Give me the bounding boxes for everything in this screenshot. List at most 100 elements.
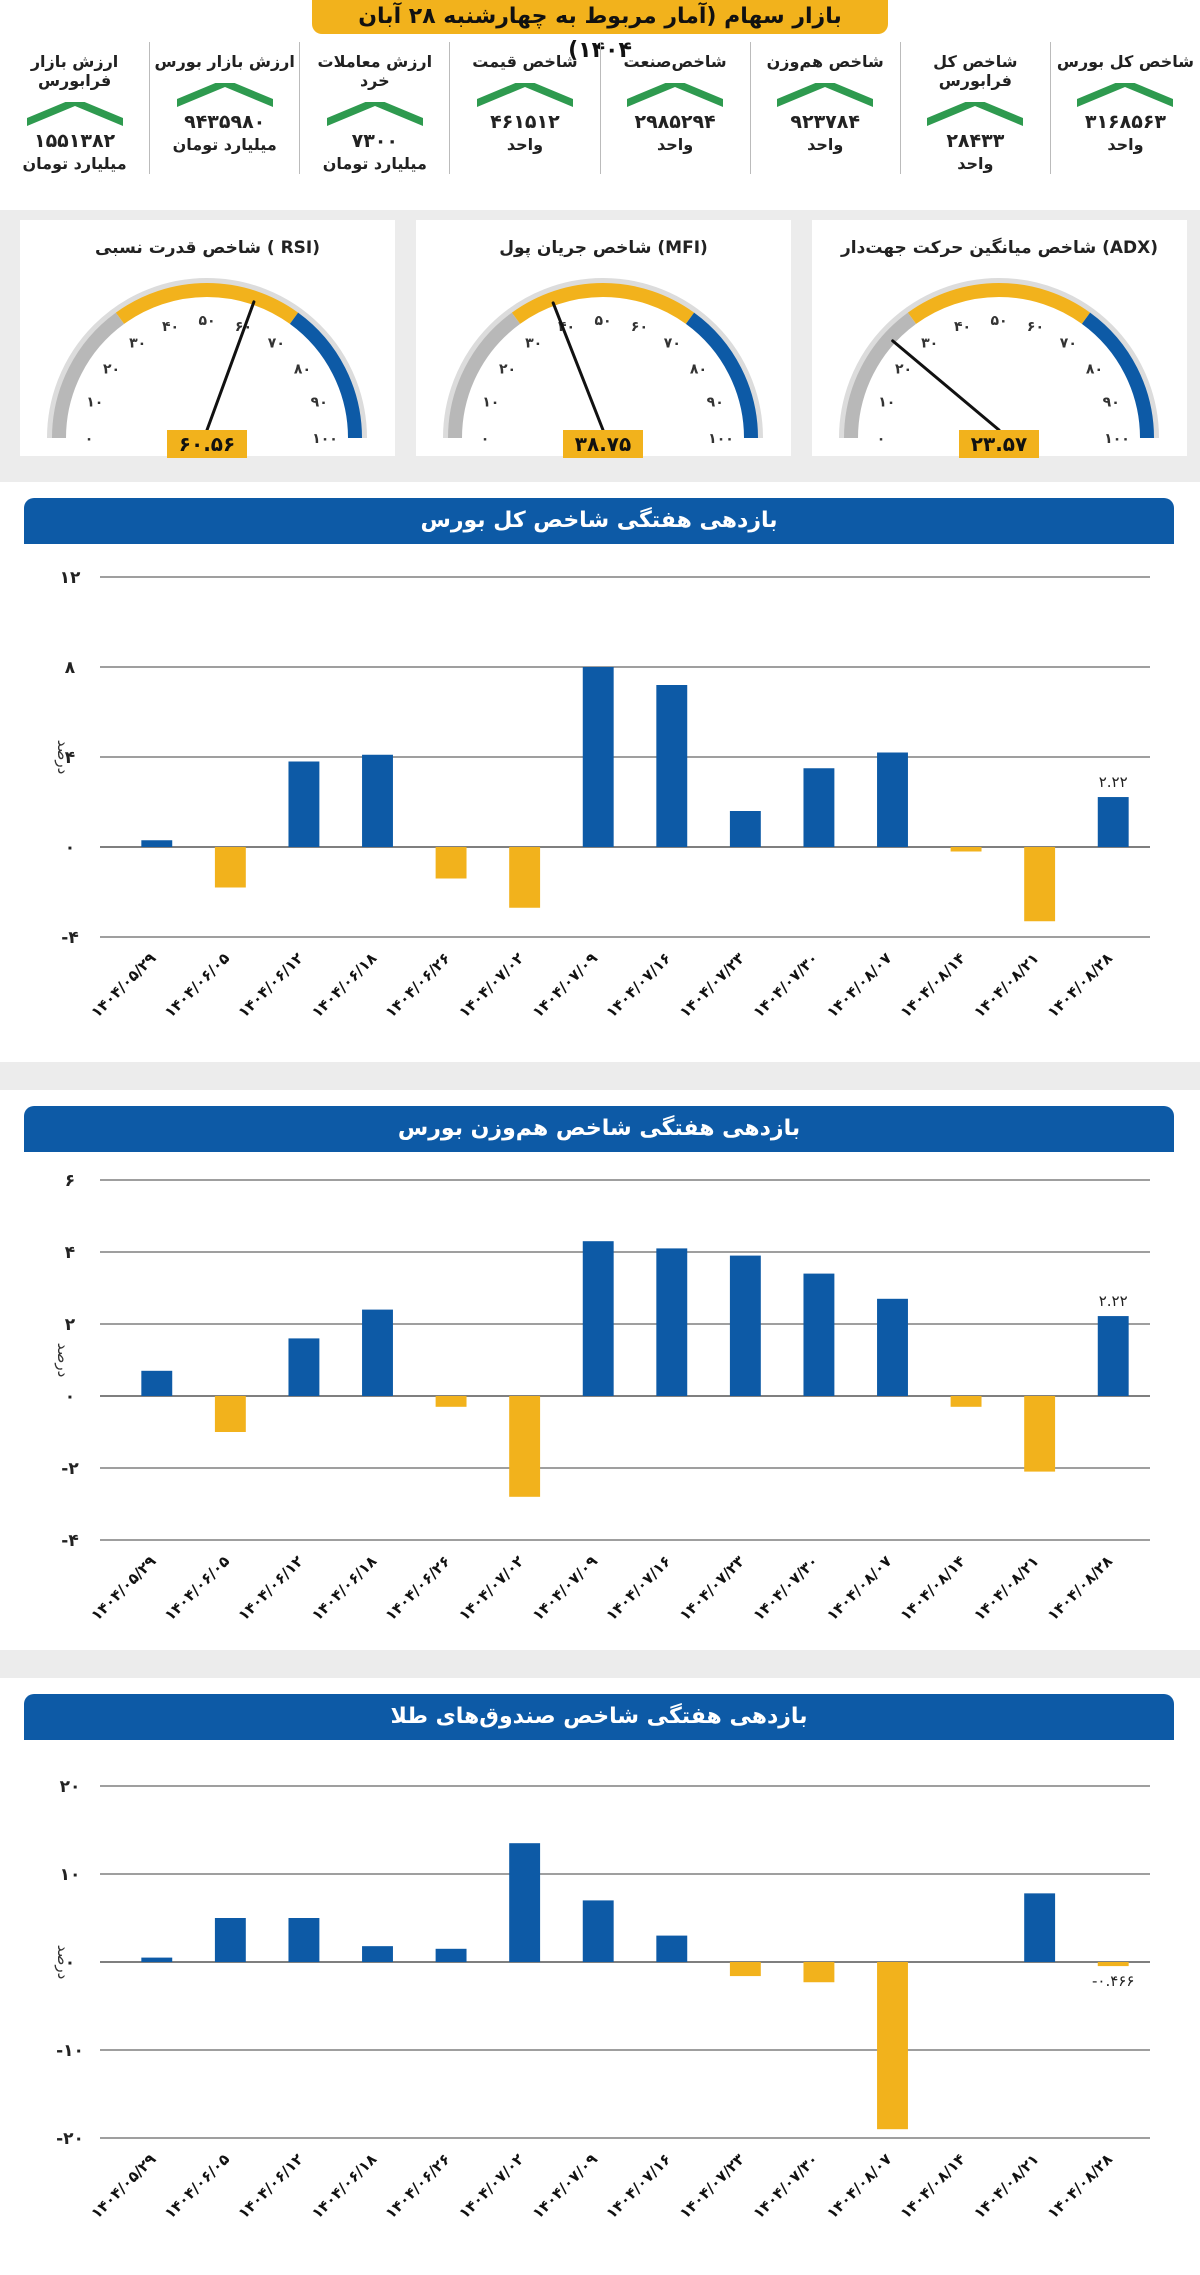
gauge-needle	[551, 301, 605, 432]
gauge-value: ۳۸.۷۵	[563, 430, 643, 458]
x-tick-label: ۱۴۰۴/۰۶/۱۲	[234, 1552, 306, 1624]
gauge-tick-mark	[247, 304, 252, 311]
chevron-up-icon	[326, 102, 423, 126]
gauge-tick-label: ۷۰	[664, 336, 681, 352]
bar	[435, 1396, 467, 1407]
stat-unit: واحد	[957, 154, 994, 173]
x-tick-label: ۱۴۰۴/۰۶/۱۲	[234, 2150, 306, 2222]
gauge-tick-label: ۳۰	[921, 336, 938, 352]
bar	[950, 847, 982, 852]
gauge-tick-label: ۴۰	[162, 319, 179, 335]
gauge-mid-band	[907, 283, 1091, 324]
x-tick-label: ۱۴۰۴/۰۸/۱۴	[897, 2150, 969, 2222]
gauge-title: شاخص جریان پول (MFI)	[499, 238, 708, 258]
stat-value: ۳۱۶۸۵۶۳	[1084, 111, 1167, 133]
y-tick-label: -۴	[61, 928, 78, 948]
bar	[582, 1241, 614, 1396]
x-tick-label: ۱۴۰۴/۰۸/۲۱	[970, 2150, 1042, 2222]
gauge-tick-mark	[162, 304, 167, 311]
stat-value: ۲۸۴۳۳	[946, 130, 1005, 152]
x-tick-label: ۱۴۰۴/۰۷/۳۰	[749, 2150, 821, 2222]
bar	[141, 1957, 173, 1962]
gauge-tick-label: ۵۰	[990, 313, 1007, 329]
bar	[362, 1946, 393, 1962]
bar	[509, 1843, 541, 1962]
bar	[656, 1248, 688, 1396]
x-tick-label: ۱۴۰۴/۰۸/۲۱	[970, 949, 1042, 1021]
gauge-tick-label: ۸۰	[294, 362, 311, 378]
stat-unit: میلیارد تومان	[172, 135, 277, 154]
x-tick-label: ۱۴۰۴/۰۸/۰۷	[823, 2150, 895, 2222]
gauge-tick-mark	[885, 354, 892, 361]
y-tick-label: -۱۰	[56, 2041, 84, 2061]
stat-card: شاخص کل بورس ۳۱۶۸۵۶۳ واحد	[1049, 42, 1200, 174]
x-tick-label: ۱۴۰۴/۰۸/۲۱	[970, 1552, 1042, 1624]
bar	[288, 1338, 320, 1396]
y-tick-label: ۲۰	[60, 1777, 81, 1797]
gauge-tick-mark	[680, 324, 687, 331]
x-tick-label: ۱۴۰۴/۰۶/۰۵	[161, 1552, 233, 1624]
stat-label: شاخص کل بورس	[1056, 52, 1195, 71]
bar	[656, 685, 688, 847]
gauge-value: ۶۰.۵۶	[167, 430, 247, 458]
y-tick-label: ۱۲	[60, 568, 81, 588]
x-tick-label: ۱۴۰۴/۰۵/۲۹	[87, 2150, 159, 2222]
stat-unit: میلیارد تومان	[22, 154, 127, 173]
chevron-up-icon	[777, 83, 874, 107]
gauge-tick-label: ۹۰	[707, 395, 724, 411]
gauge-tick-mark	[1039, 304, 1044, 311]
bar	[877, 1962, 908, 2130]
bar	[729, 1962, 761, 1977]
bar	[1024, 847, 1056, 922]
bar	[656, 1935, 688, 1962]
y-axis-label: درصد	[54, 1343, 72, 1378]
x-tick-label: ۱۴۰۴/۰۶/۱۲	[234, 949, 306, 1021]
gauge-tick-label: ۱۰	[86, 395, 103, 411]
y-tick-label: ۴	[65, 1243, 75, 1263]
gauge-tick-mark	[865, 393, 872, 398]
bar	[582, 1900, 614, 1962]
x-tick-label: ۱۴۰۴/۰۷/۲۳	[676, 1552, 748, 1624]
y-tick-label: ۸	[65, 658, 76, 678]
page-title: بازار سهام (آمار مربوط به چهارشنبه ۲۸ آب…	[312, 0, 888, 63]
bar	[435, 847, 467, 879]
chart-panel-equal-weight-index: بازدهی هفتگی شاخص هم‌وزن بورس درصد -۴ -۲ ۰ ۲…	[0, 1090, 1200, 1650]
gauge-tick-label: ۳۰	[129, 336, 146, 352]
bar	[288, 761, 320, 847]
x-tick-label: ۱۴۰۴/۰۵/۲۹	[87, 949, 159, 1021]
stat-value: ۲۹۸۵۲۹۴	[634, 111, 716, 133]
gauge-high-band	[685, 312, 758, 439]
chart-panel-total-index: بازدهی هفتگی شاخص کل بورس درصد -۴ ۰ ۴ ۸ ۱۲ ۱۴۰…	[0, 482, 1200, 1062]
bar	[509, 847, 541, 908]
gauge-high-band	[289, 312, 362, 439]
bar	[509, 1396, 541, 1497]
x-tick-label: ۱۴۰۴/۰۶/۱۸	[308, 1552, 380, 1624]
gauge-tick-label: ۰	[481, 431, 490, 447]
x-tick-label: ۱۴۰۴/۰۸/۲۸	[1044, 949, 1116, 1021]
adx-gauge: شاخص میانگین حرکت جهت‌دار (ADX) ۰ ۱۰ ۲۰ ۳۰ ۴…	[812, 220, 1187, 458]
gauge-tick-label: ۷۰	[1060, 336, 1077, 352]
gauge-tick-label: ۱۰	[482, 395, 499, 411]
x-tick-label: ۱۴۰۴/۰۶/۲۶	[382, 2150, 454, 2222]
bar	[214, 1396, 246, 1432]
x-tick-label: ۱۴۰۴/۰۷/۳۰	[749, 1552, 821, 1624]
gauge-tick-label: ۴۰	[954, 319, 971, 335]
y-tick-label: ۰	[65, 1387, 75, 1407]
bar	[803, 1273, 835, 1396]
gauge-outer-rim	[47, 278, 367, 439]
y-tick-label: ۶	[65, 1171, 75, 1191]
gauge-needle	[205, 300, 256, 432]
gauge-tick-label: ۱۰	[878, 395, 895, 411]
gauge-tick-label: ۹۰	[311, 395, 328, 411]
gauge-tick-mark	[93, 354, 100, 361]
y-tick-label: ۰	[65, 838, 75, 858]
gauge-high-band	[1081, 312, 1154, 439]
bar	[950, 1396, 982, 1407]
bar	[141, 840, 173, 847]
gauge-tick-mark	[1076, 324, 1083, 331]
stat-label: ارزش بازار بورس	[154, 52, 295, 71]
gauge-needle	[891, 339, 1001, 432]
